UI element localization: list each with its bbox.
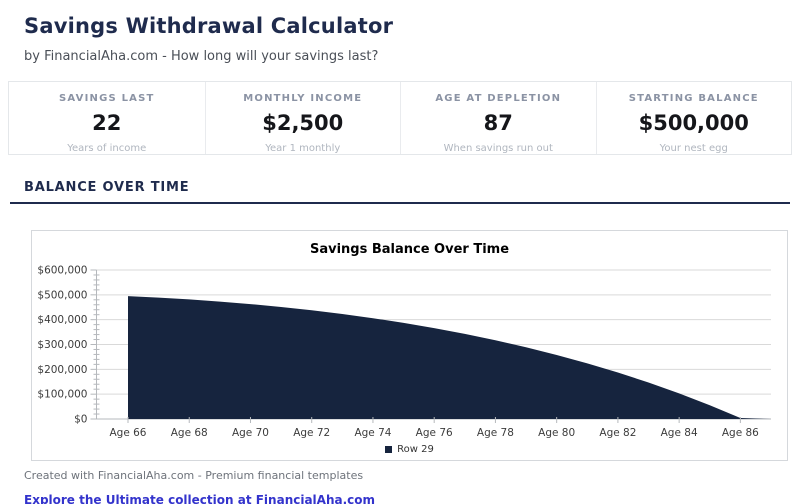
section-divider [10,202,790,204]
stat-sublabel: Years of income [67,143,147,154]
savings-area-chart: $0 $100,000 $200,000 $300,000 $400,000 $500,0… [37,265,771,439]
stat-sublabel: When savings run out [443,143,553,154]
svg-text:$400,000: $400,000 [37,314,87,326]
stat-label: AGE AT DEPLETION [435,93,562,104]
stat-value: $500,000 [638,111,749,135]
footer-credit: Created with FinancialAha.com - Premium … [24,469,364,482]
svg-text:Age 70: Age 70 [232,427,269,439]
stat-card-starting-balance: STARTING BALANCE $500,000 Your nest egg [595,82,792,154]
svg-text:$300,000: $300,000 [37,339,87,351]
stat-card-age-at-depletion: AGE AT DEPLETION 87 When savings run out [400,82,596,154]
stat-value: $2,500 [262,111,344,135]
svg-text:$200,000: $200,000 [37,364,87,376]
svg-text:$600,000: $600,000 [37,265,87,277]
legend-swatch [385,446,393,453]
stat-label: MONTHLY INCOME [243,93,363,104]
svg-text:Age 74: Age 74 [354,427,391,439]
page-subtitle: by FinancialAha.com - How long will your… [24,49,379,64]
stat-sublabel: Year 1 monthly [265,143,341,154]
svg-text:$500,000: $500,000 [37,289,87,301]
chart-container: Savings Balance Over Time $0 $100,000 $200… [31,230,788,461]
section-heading: BALANCE OVER TIME [24,180,190,195]
svg-text:Age 72: Age 72 [293,427,330,439]
page-title: Savings Withdrawal Calculator [24,14,394,38]
explore-collection-link[interactable]: Explore the Ultimate collection at Finan… [24,493,376,504]
stat-label: SAVINGS LAST [58,93,155,104]
stat-card-savings-last: SAVINGS LAST 22 Years of income [9,82,205,154]
svg-text:Age 68: Age 68 [171,427,208,439]
svg-text:$100,000: $100,000 [37,389,87,401]
chart-legend: Row 29 [32,444,787,455]
svg-text:Age 66: Age 66 [109,427,146,439]
svg-text:Age 84: Age 84 [661,427,698,439]
svg-text:Age 86: Age 86 [722,427,759,439]
svg-text:Age 76: Age 76 [416,427,453,439]
stats-row: SAVINGS LAST 22 Years of income MONTHLY … [8,81,792,155]
stat-card-monthly-income: MONTHLY INCOME $2,500 Year 1 monthly [204,82,401,154]
chart-title: Savings Balance Over Time [309,242,510,257]
svg-text:Age 82: Age 82 [599,427,636,439]
stat-value: 87 [483,111,513,135]
stat-label: STARTING BALANCE [628,93,759,104]
svg-text:Age 78: Age 78 [477,427,514,439]
stat-sublabel: Your nest egg [659,143,728,154]
legend-label: Row 29 [397,444,434,455]
svg-text:$0: $0 [74,414,87,426]
stat-value: 22 [92,111,122,135]
svg-text:Age 80: Age 80 [538,427,575,439]
